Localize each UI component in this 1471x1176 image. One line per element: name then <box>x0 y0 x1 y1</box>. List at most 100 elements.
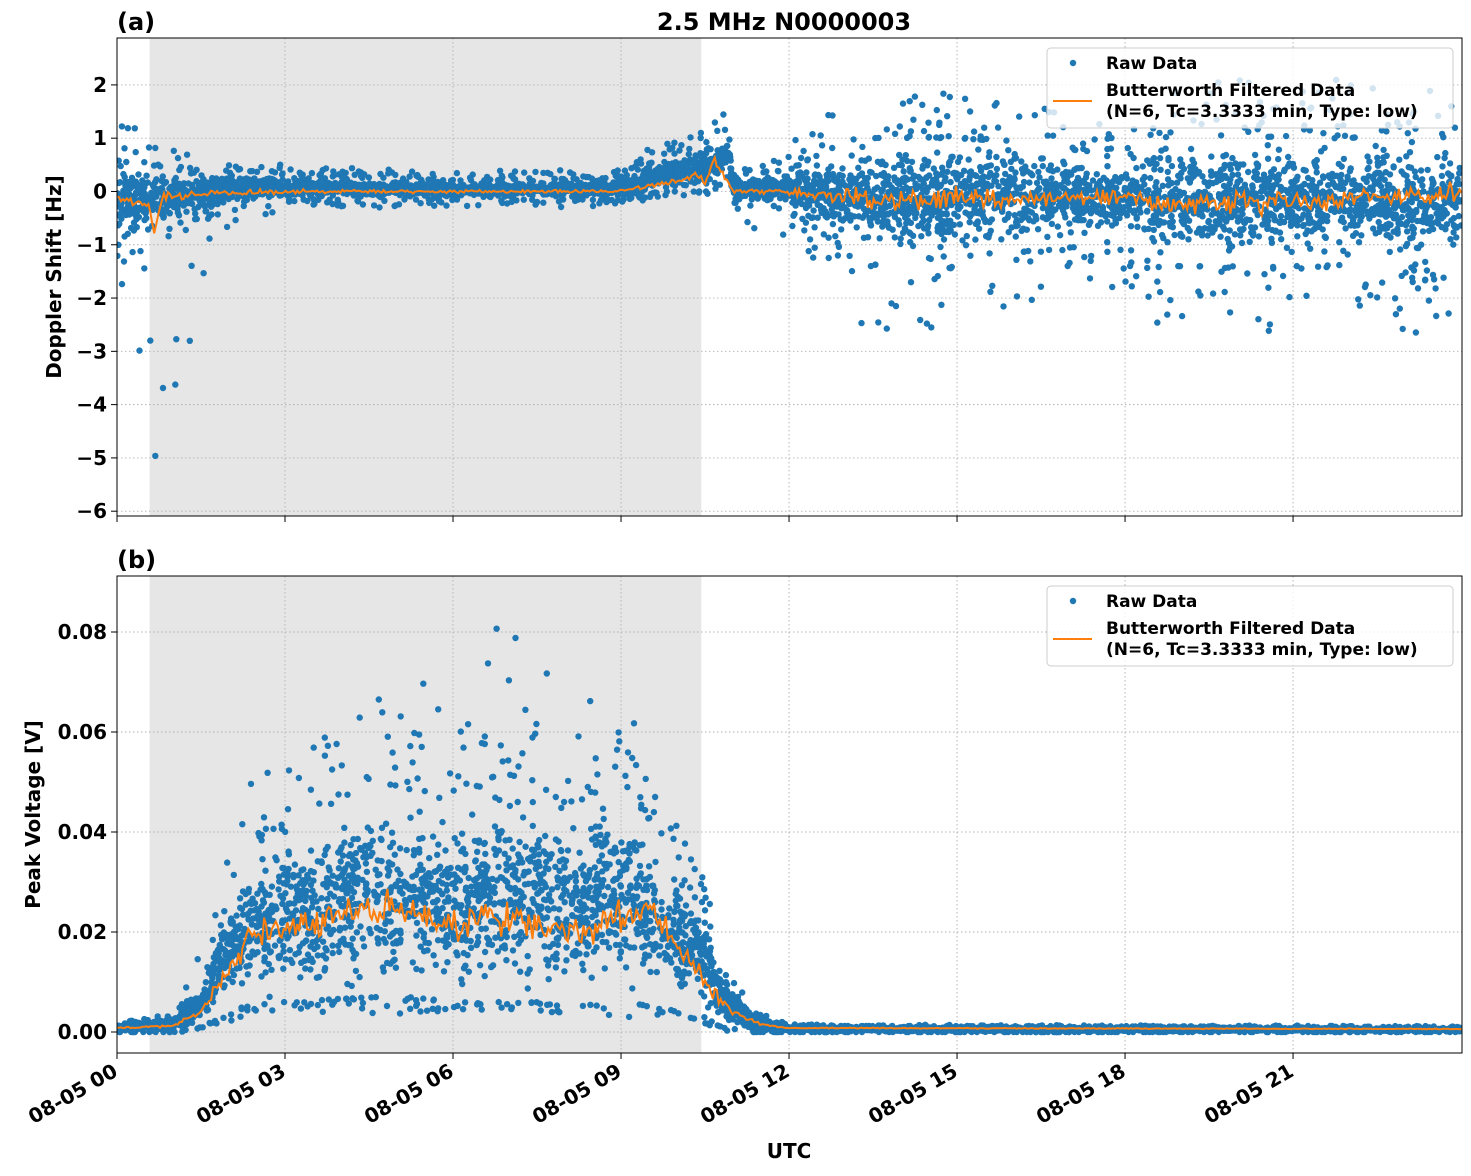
raw-data-point <box>1104 249 1110 255</box>
raw-data-point <box>925 159 931 165</box>
raw-data-point <box>1205 183 1211 189</box>
raw-data-point <box>648 170 654 176</box>
raw-data-point <box>1156 264 1162 270</box>
raw-data-point <box>1354 183 1360 189</box>
raw-data-point <box>804 176 810 182</box>
raw-data-point <box>919 102 925 108</box>
raw-data-point <box>1412 261 1418 267</box>
raw-data-point <box>396 201 402 207</box>
raw-data-point <box>1426 228 1432 234</box>
raw-data-point <box>175 210 181 216</box>
raw-data-point <box>1268 236 1274 242</box>
raw-data-point <box>1144 265 1150 271</box>
raw-data-point <box>804 157 810 163</box>
raw-data-point <box>944 113 950 119</box>
raw-data-point <box>1218 132 1224 138</box>
raw-data-point <box>1154 278 1160 284</box>
raw-data-point <box>672 188 678 194</box>
raw-data-point <box>771 158 777 164</box>
raw-data-point <box>1165 157 1171 163</box>
raw-data-point <box>1403 153 1409 159</box>
raw-data-point <box>1225 184 1231 190</box>
raw-data-point <box>934 149 940 155</box>
raw-data-point <box>1336 239 1342 245</box>
raw-data-point <box>1303 293 1309 299</box>
raw-data-point <box>800 148 806 154</box>
raw-data-point <box>1025 248 1031 254</box>
raw-data-point <box>665 172 671 178</box>
raw-data-point <box>639 177 645 183</box>
raw-data-point <box>1141 174 1147 180</box>
raw-data-point <box>1452 202 1458 208</box>
raw-data-point <box>946 133 952 139</box>
raw-data-point <box>926 172 932 178</box>
raw-data-point <box>166 226 172 232</box>
raw-data-point <box>1367 292 1373 298</box>
raw-data-point <box>146 144 152 150</box>
raw-data-point <box>1128 247 1134 253</box>
raw-data-point <box>135 171 141 177</box>
raw-data-point <box>1076 185 1082 191</box>
raw-data-point <box>475 202 481 208</box>
raw-data-point <box>901 168 907 174</box>
raw-data-point <box>519 181 525 187</box>
raw-data-point <box>380 175 386 181</box>
raw-data-point <box>1128 223 1134 229</box>
raw-data-point <box>838 226 844 232</box>
raw-data-point <box>803 169 809 175</box>
raw-data-point <box>546 184 552 190</box>
raw-data-point <box>1434 154 1440 160</box>
raw-data-point <box>1347 168 1353 174</box>
raw-data-point <box>187 338 193 344</box>
raw-data-point <box>464 203 470 209</box>
raw-data-point <box>1245 129 1251 135</box>
raw-data-point <box>925 120 931 126</box>
raw-data-point <box>796 178 802 184</box>
raw-data-point <box>1370 225 1376 231</box>
raw-data-point <box>910 176 916 182</box>
raw-data-point <box>987 289 993 295</box>
raw-data-point <box>1227 162 1233 168</box>
raw-data-point <box>1171 232 1177 238</box>
raw-data-point <box>570 175 576 181</box>
raw-data-point <box>926 134 932 140</box>
raw-data-point <box>775 168 781 174</box>
raw-data-point <box>580 173 586 179</box>
raw-data-point <box>854 224 860 230</box>
raw-data-point <box>413 196 419 202</box>
raw-data-point <box>998 236 1004 242</box>
raw-data-point <box>1439 173 1445 179</box>
raw-data-point <box>326 197 332 203</box>
raw-data-point <box>819 142 825 148</box>
raw-data-point <box>858 320 864 326</box>
raw-data-point <box>879 188 885 194</box>
raw-data-point <box>1428 214 1434 220</box>
raw-data-point <box>1376 229 1382 235</box>
raw-data-point <box>1334 132 1340 138</box>
raw-data-point <box>454 170 460 176</box>
raw-data-point <box>907 239 913 245</box>
raw-data-point <box>1165 169 1171 175</box>
raw-data-point <box>231 185 237 191</box>
raw-data-point <box>978 168 984 174</box>
raw-data-point <box>683 182 689 188</box>
raw-data-point <box>1145 294 1151 300</box>
raw-data-point <box>751 225 757 231</box>
raw-data-point <box>184 152 190 158</box>
raw-data-point <box>875 319 881 325</box>
raw-data-point <box>557 167 563 173</box>
raw-data-point <box>821 231 827 237</box>
raw-data-point <box>187 165 193 171</box>
raw-data-point <box>785 154 791 160</box>
raw-data-point <box>1134 215 1140 221</box>
raw-data-point <box>1188 146 1194 152</box>
raw-data-point <box>908 168 914 174</box>
raw-data-point <box>1397 305 1403 311</box>
raw-data-point <box>1265 156 1271 162</box>
raw-data-point <box>1415 285 1421 291</box>
raw-data-point <box>1071 244 1077 250</box>
raw-data-point <box>1391 229 1397 235</box>
raw-data-point <box>1411 225 1417 231</box>
raw-data-point <box>266 194 272 200</box>
raw-data-point <box>136 347 142 353</box>
